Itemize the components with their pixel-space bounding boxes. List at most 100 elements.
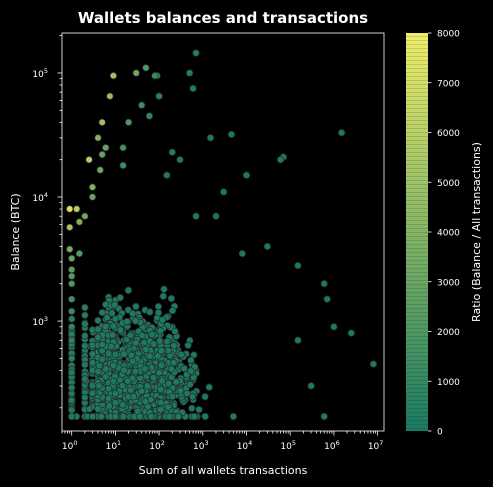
scatter-point bbox=[148, 330, 156, 339]
scatter-point bbox=[85, 156, 93, 164]
colorbar-banding bbox=[406, 33, 428, 431]
scatter-point bbox=[111, 389, 120, 398]
scatter-point bbox=[149, 374, 158, 382]
scatter-point bbox=[192, 212, 200, 220]
scatter-point bbox=[164, 379, 173, 388]
scatter-point bbox=[154, 302, 163, 311]
colorbar-ticks: 0 1000 2000 3000 4000 5000 6000 7000 8000 bbox=[428, 30, 460, 438]
scatter-point bbox=[68, 336, 76, 344]
scatter-point bbox=[68, 330, 76, 338]
scatter-point bbox=[88, 350, 97, 358]
scatter-point bbox=[146, 308, 154, 316]
scatter-point bbox=[132, 69, 140, 77]
scatter-point bbox=[347, 329, 355, 337]
scatter-point bbox=[98, 118, 106, 126]
scatter-point bbox=[320, 280, 328, 288]
scatter-point bbox=[168, 392, 177, 401]
scatter-point bbox=[102, 373, 110, 381]
chart-title: Wallets balances and transactions bbox=[78, 9, 368, 27]
scatter-point bbox=[131, 367, 140, 376]
scatter-point bbox=[75, 218, 84, 226]
scatter-point bbox=[320, 412, 328, 421]
scatter-point bbox=[154, 308, 163, 317]
scatter-point bbox=[94, 405, 102, 413]
scatter-point bbox=[307, 382, 315, 390]
scatter-point bbox=[123, 317, 131, 326]
scatter-point bbox=[174, 412, 182, 421]
scatter-point bbox=[81, 332, 89, 340]
scatter-point bbox=[172, 378, 180, 386]
scatter-point bbox=[180, 364, 188, 373]
scatter-point bbox=[88, 341, 97, 349]
scatter-point bbox=[138, 101, 146, 109]
scatter-point bbox=[140, 338, 148, 347]
scatter-point bbox=[143, 382, 152, 390]
scatter-point bbox=[188, 393, 197, 401]
scatter-point bbox=[170, 342, 178, 350]
scatter-point bbox=[184, 341, 192, 349]
scatter-point bbox=[188, 404, 196, 412]
scatter-point bbox=[104, 349, 113, 358]
y-tick-label: 103 bbox=[32, 315, 48, 328]
scatter-point bbox=[102, 365, 110, 373]
scatter-point bbox=[106, 92, 114, 100]
scatter-point bbox=[171, 327, 179, 336]
scatter-point bbox=[165, 412, 173, 421]
scatter-point bbox=[108, 309, 116, 317]
scatter-point bbox=[66, 245, 74, 253]
scatter-point bbox=[164, 403, 172, 411]
scatter-point bbox=[94, 316, 102, 325]
x-tick-label: 104 bbox=[237, 439, 253, 452]
scatter-point bbox=[81, 320, 89, 328]
scatter-point bbox=[369, 360, 378, 368]
scatter-point bbox=[177, 350, 185, 359]
x-tick-label: 101 bbox=[106, 439, 122, 452]
colorbar-tick-label: 0 bbox=[437, 428, 443, 438]
scatter-point bbox=[138, 331, 146, 340]
scatter-point bbox=[88, 183, 97, 191]
scatter-point bbox=[206, 134, 215, 142]
scatter-point bbox=[108, 331, 116, 339]
scatter-point bbox=[157, 385, 165, 394]
scatter-point bbox=[142, 64, 150, 72]
scatter-point bbox=[103, 313, 111, 322]
scatter-point bbox=[81, 303, 89, 312]
plot-frame bbox=[61, 32, 385, 432]
scatter-point bbox=[119, 401, 127, 409]
x-tick-label: 103 bbox=[193, 439, 209, 452]
scatter-point bbox=[124, 118, 133, 126]
scatter-point bbox=[205, 383, 213, 391]
scatter-point bbox=[81, 375, 89, 383]
scatter-point bbox=[68, 368, 76, 377]
scatter-point bbox=[190, 412, 198, 421]
scatter-point bbox=[157, 361, 166, 369]
scatter-point bbox=[155, 337, 164, 345]
scatter-point bbox=[201, 393, 209, 401]
scatter-point bbox=[276, 156, 285, 164]
scatter-point bbox=[68, 384, 76, 392]
scatter-point bbox=[88, 359, 97, 367]
scatter-point bbox=[105, 402, 114, 410]
scatter-point bbox=[127, 351, 136, 359]
colorbar-tick-label: 3000 bbox=[437, 278, 460, 288]
scatter-point bbox=[119, 144, 127, 152]
y-axis-ticks: 103 104 105 bbox=[32, 35, 62, 409]
scatter-point bbox=[147, 412, 155, 421]
scatter-point bbox=[294, 336, 302, 344]
scatter-point bbox=[116, 326, 125, 334]
scatter-point bbox=[127, 386, 135, 394]
colorbar-tick-label: 1000 bbox=[437, 378, 460, 388]
scatter-point bbox=[94, 325, 102, 333]
scatter-point bbox=[168, 307, 177, 315]
scatter-point bbox=[176, 387, 185, 395]
scatter-point bbox=[120, 350, 128, 358]
scatter-point bbox=[151, 72, 159, 80]
scatter-point bbox=[98, 150, 106, 159]
scatter-point bbox=[75, 249, 84, 258]
scatter-point bbox=[156, 327, 164, 335]
scatter-point bbox=[129, 393, 138, 401]
scatter-point bbox=[81, 311, 89, 319]
scatter-point bbox=[73, 205, 81, 213]
x-tick-label: 106 bbox=[324, 439, 340, 452]
scatter-point bbox=[185, 69, 194, 77]
